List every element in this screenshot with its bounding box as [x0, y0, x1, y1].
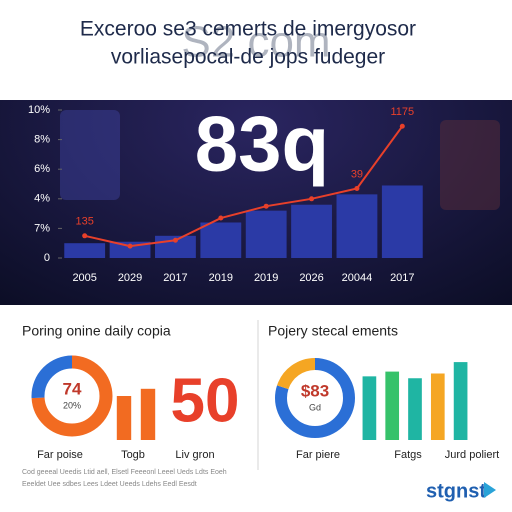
bar [362, 376, 377, 440]
x-tick-label: 20044 [342, 272, 373, 284]
y-tick-label: 4% [34, 193, 50, 205]
x-tick-label: 2019 [209, 272, 233, 284]
footer-text: Cod geeeal Ueedis Ltid aell, Elsetl Feee… [22, 469, 227, 476]
bar [453, 362, 468, 440]
watermark: S2 com [181, 18, 330, 67]
y-tick-label: 8% [34, 134, 50, 146]
bar [140, 388, 156, 440]
x-tick-label: 2017 [163, 272, 187, 284]
caption: Far piere [296, 449, 340, 461]
donut-label: 74 [63, 379, 82, 398]
line-point [172, 237, 178, 243]
caption: Far poise [37, 449, 83, 461]
panel-title: Poring onine daily copia [22, 323, 171, 339]
big-label: 83q [195, 100, 329, 188]
bar [245, 210, 287, 258]
line-point [82, 233, 88, 239]
line-point [354, 185, 360, 191]
backdrop-panel [60, 110, 120, 200]
x-tick-label: 2026 [299, 272, 323, 284]
line-point [309, 196, 315, 202]
bar [116, 396, 132, 440]
title-line: vorliasepocal-de jops fudeger [111, 46, 385, 69]
bar [385, 371, 400, 440]
bar [430, 373, 445, 440]
x-tick-label: 2029 [118, 272, 142, 284]
line-point [127, 243, 133, 249]
bar [64, 243, 106, 258]
donut-slice [31, 355, 113, 437]
caption: Togb [121, 449, 145, 461]
x-tick-label: 2017 [390, 272, 414, 284]
bar [408, 378, 422, 440]
footer-text: Eeeldet Uee sdbes Lees Ldeet Ueeds Ldehs… [22, 481, 197, 488]
backdrop-panel [440, 120, 500, 210]
caption: Fatgs [394, 449, 422, 461]
line-point [263, 203, 269, 209]
y-tick-label: 10% [28, 104, 50, 116]
donut-sublabel: 20% [63, 400, 81, 410]
logo-icon [484, 482, 496, 498]
donut-sublabel: Gd [309, 402, 321, 412]
title-line: Exceroo se3 cemerts de imergyosor [80, 18, 416, 41]
annotation: 39 [351, 168, 363, 180]
line-point [218, 215, 224, 221]
x-tick-label: 2005 [72, 272, 96, 284]
panel-title: Pojery stecal ements [268, 323, 398, 339]
caption: Jurd poliert [445, 449, 499, 461]
caption: Liv gron [175, 449, 214, 461]
big-label: 50 [171, 366, 240, 435]
donut-slice [275, 358, 355, 438]
y-tick-label: 7% [34, 222, 50, 234]
bar [291, 204, 332, 258]
logo: stgnst [426, 480, 486, 502]
title-band [0, 0, 512, 100]
x-tick-label: 2019 [254, 272, 278, 284]
y-tick-label: 0 [44, 252, 50, 264]
donut-label: $83 [301, 381, 329, 400]
y-tick-label: 6% [34, 163, 50, 175]
line-point [399, 123, 405, 129]
annotation: 135 [76, 216, 94, 228]
bar [200, 222, 242, 258]
bar [381, 185, 423, 258]
annotation: 1175 [390, 106, 414, 118]
line [84, 125, 404, 248]
bar [336, 194, 378, 258]
